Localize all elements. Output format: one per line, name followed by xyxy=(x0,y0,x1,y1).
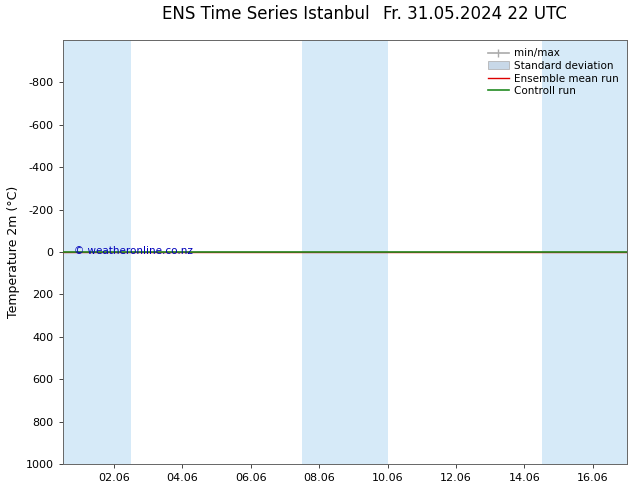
Text: © weatheronline.co.nz: © weatheronline.co.nz xyxy=(74,246,193,256)
Legend: min/max, Standard deviation, Ensemble mean run, Controll run: min/max, Standard deviation, Ensemble me… xyxy=(485,45,622,99)
Bar xyxy=(541,40,627,464)
Text: Fr. 31.05.2024 22 UTC: Fr. 31.05.2024 22 UTC xyxy=(383,5,567,23)
Bar xyxy=(302,40,387,464)
Text: ENS Time Series Istanbul: ENS Time Series Istanbul xyxy=(162,5,370,23)
Bar xyxy=(63,40,131,464)
Y-axis label: Temperature 2m (°C): Temperature 2m (°C) xyxy=(7,186,20,318)
